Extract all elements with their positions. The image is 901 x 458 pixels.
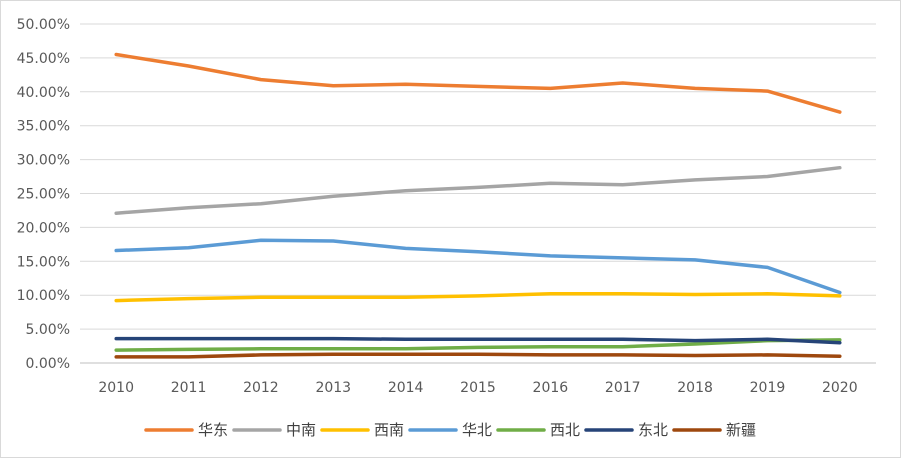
y-tick-label: 10.00% — [17, 288, 70, 304]
y-tick-label: 20.00% — [17, 220, 70, 236]
legend-label: 西南 — [374, 421, 404, 439]
y-tick-label: 30.00% — [17, 153, 70, 169]
legend-item: 东北 — [584, 421, 668, 439]
gridlines — [80, 23, 876, 330]
legend-item: 中南 — [232, 421, 316, 439]
legend-item: 西北 — [496, 421, 580, 439]
y-tick-label: 5.00% — [26, 322, 70, 338]
x-tick-label: 2010 — [98, 380, 134, 396]
series-line — [114, 238, 842, 295]
x-tick-label: 2012 — [243, 380, 279, 396]
legend-item: 新疆 — [672, 421, 756, 439]
x-tick-label: 2017 — [605, 380, 641, 396]
legend-label: 西北 — [550, 421, 580, 439]
series-line — [114, 52, 842, 114]
series-line — [114, 338, 842, 352]
legend-label: 新疆 — [726, 421, 756, 439]
x-tick-label: 2015 — [460, 380, 496, 396]
legend-item: 华东 — [144, 421, 228, 439]
legend-label: 中南 — [286, 421, 316, 439]
x-tick-label: 2011 — [171, 380, 207, 396]
series-line — [114, 165, 842, 215]
legend-item: 西南 — [320, 421, 404, 439]
x-tick-label: 2014 — [388, 380, 424, 396]
x-tick-label: 2016 — [533, 380, 569, 396]
x-tick-label: 2013 — [315, 380, 351, 396]
y-axis-tick-labels: 0.00% 5.00% 10.00% 15.00% 20.00% 25.00% 30.00%… — [17, 17, 70, 372]
x-axis-tick-labels: 2010 2011 2012 2013 2014 2015 2016 2017 2018 2019… — [98, 380, 857, 396]
y-tick-label: 50.00% — [17, 17, 70, 33]
y-tick-label: 15.00% — [17, 254, 70, 270]
x-tick-label: 2019 — [750, 380, 786, 396]
legend-label: 华北 — [462, 421, 492, 439]
series-line — [114, 336, 842, 345]
legend-label: 华东 — [198, 421, 228, 439]
series-line — [114, 352, 842, 359]
y-tick-label: 25.00% — [17, 187, 70, 203]
y-tick-label: 45.00% — [17, 51, 70, 67]
x-tick-label: 2020 — [822, 380, 858, 396]
series-lines — [114, 52, 842, 359]
x-tick-label: 2018 — [677, 380, 713, 396]
y-tick-label: 35.00% — [17, 119, 70, 135]
legend-item: 华北 — [408, 421, 492, 439]
legend-label: 东北 — [638, 421, 668, 439]
legend: 华东 中南 西南 华北 西北 东北 新疆 — [144, 421, 756, 439]
y-tick-label: 0.00% — [26, 356, 70, 372]
series-line — [114, 292, 842, 303]
y-tick-label: 40.00% — [17, 85, 70, 101]
